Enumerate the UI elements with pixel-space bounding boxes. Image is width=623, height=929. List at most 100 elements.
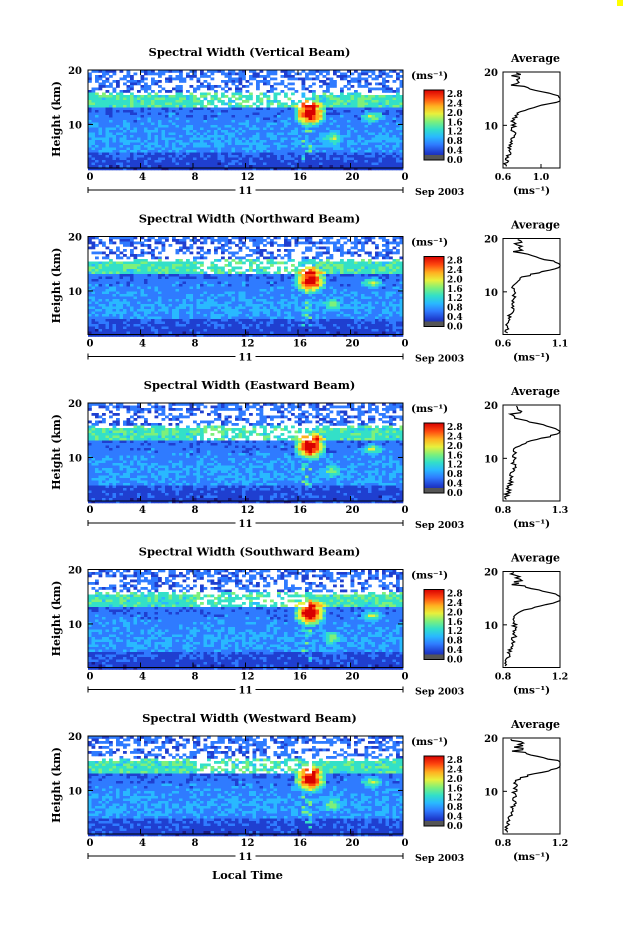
heatmap-cell <box>144 77 148 81</box>
heatmap-cell <box>326 87 330 91</box>
heatmap-cell <box>270 127 274 131</box>
heatmap-cell <box>298 117 302 121</box>
heatmap-cell <box>133 314 138 317</box>
heatmap-cell <box>196 276 201 280</box>
heatmap-cell <box>350 107 355 111</box>
heatmap-cell <box>235 326 239 330</box>
heatmap-cell <box>238 276 243 280</box>
heatmap-cell <box>333 70 337 73</box>
heatmap-cell <box>259 102 264 106</box>
heatmap-cell <box>312 95 316 98</box>
heatmap-cell <box>189 296 194 300</box>
heatmap-cell <box>217 331 222 335</box>
heatmap-cell <box>105 334 110 337</box>
heatmap-cell <box>364 162 369 166</box>
heatmap-cell <box>144 167 148 171</box>
heatmap-cell <box>245 274 250 277</box>
heatmap-cell <box>294 142 299 146</box>
heatmap-cell <box>105 256 110 260</box>
heatmap-cell <box>91 236 96 240</box>
heatmap-cell <box>256 140 260 143</box>
heatmap-cell <box>308 112 313 116</box>
heatmap-cell <box>333 100 337 103</box>
heatmap-cell <box>364 97 369 101</box>
heatmap-cell <box>172 291 176 295</box>
heatmap-cell <box>144 115 148 118</box>
heatmap-cell <box>385 97 390 101</box>
heatmap-cell <box>235 294 239 297</box>
heatmap-cell <box>147 264 152 267</box>
heatmap-cell <box>256 127 260 131</box>
heatmap-cell <box>245 236 250 240</box>
heatmap-cell <box>158 155 162 158</box>
heatmap-cell <box>140 306 145 310</box>
heatmap-cell <box>179 299 183 302</box>
heatmap-cell <box>231 135 236 138</box>
heatmap-cell <box>200 135 204 138</box>
heatmap-cell <box>119 137 124 141</box>
heatmap-cell <box>154 80 159 83</box>
heatmap-cell <box>249 160 253 163</box>
heatmap-cell <box>109 294 113 297</box>
heatmap-cell <box>333 167 337 171</box>
heatmap-cell <box>270 122 274 126</box>
x-tick-label: 20 <box>346 172 360 183</box>
heatmap-cell <box>147 102 152 106</box>
heatmap-cell <box>245 279 250 282</box>
heatmap-cell <box>147 261 152 265</box>
heatmap-cell <box>221 299 225 302</box>
heatmap-cell <box>161 281 166 285</box>
heatmap-cell <box>196 107 201 111</box>
heatmap-cell <box>151 127 155 131</box>
heatmap-cell <box>326 112 330 116</box>
heatmap-cell <box>175 291 180 295</box>
heatmap-cell <box>112 321 117 325</box>
heatmap-cell <box>95 311 99 315</box>
heatmap-cell <box>175 326 180 330</box>
heatmap-cell <box>161 249 166 252</box>
heatmap-cell <box>322 127 327 131</box>
heatmap-cell <box>266 82 271 86</box>
heatmap-cell <box>396 87 400 91</box>
heatmap-cell <box>249 140 253 143</box>
heatmap-cell <box>350 155 355 158</box>
heatmap-cell <box>270 117 274 121</box>
heatmap-cell <box>161 125 166 128</box>
heatmap-cell <box>154 321 159 325</box>
heatmap-cell <box>123 95 127 98</box>
heatmap-cell <box>287 105 292 108</box>
heatmap-cell <box>287 75 292 78</box>
heatmap-cell <box>203 329 208 332</box>
heatmap-cell <box>182 301 187 305</box>
heatmap-cell <box>298 107 302 111</box>
heatmap-cell <box>249 105 253 108</box>
heatmap-cell <box>105 122 110 126</box>
heatmap-cell <box>193 334 197 337</box>
heatmap-cell <box>371 100 376 103</box>
heatmap-cell <box>266 291 271 295</box>
heatmap-cell <box>364 155 369 158</box>
heatmap-cell <box>137 286 141 290</box>
heatmap-cell <box>123 276 127 280</box>
heatmap-cell <box>116 82 120 86</box>
heatmap-cell <box>252 140 257 143</box>
heatmap-cell <box>200 296 204 300</box>
heatmap-cell <box>256 259 260 262</box>
heatmap-cell <box>277 147 281 151</box>
heatmap-cell <box>200 271 204 275</box>
heatmap-cell <box>329 135 334 138</box>
heatmap-cell <box>319 145 323 148</box>
heatmap-cell <box>186 306 190 310</box>
heatmap-cell <box>291 100 295 103</box>
heatmap-cell <box>231 82 236 86</box>
heatmap-cell <box>102 271 106 275</box>
heatmap-cell <box>298 140 302 143</box>
heatmap-cell <box>340 162 344 166</box>
heatmap-cell <box>161 264 166 267</box>
heatmap-cell <box>186 102 190 106</box>
heatmap-cell <box>305 162 309 166</box>
heatmap-cell <box>172 100 176 103</box>
heatmap-cell <box>172 266 176 270</box>
heatmap-cell <box>249 296 253 300</box>
heatmap-cell <box>91 135 96 138</box>
